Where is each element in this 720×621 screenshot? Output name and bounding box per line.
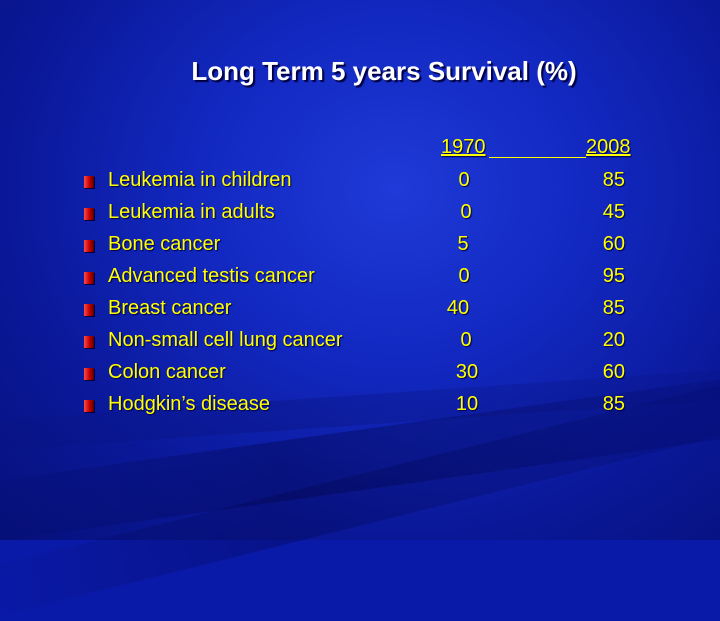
value-1970: 0 (458, 265, 470, 287)
slide-title: Long Term 5 years Survival (%) (191, 56, 577, 86)
value-2008: 95 (602, 265, 625, 287)
row-label: Advanced testis cancer (108, 265, 315, 287)
value-2008: 85 (602, 297, 625, 319)
square-bullet-icon (84, 400, 94, 412)
value-1970: 0 (458, 169, 470, 191)
square-bullet-icon (84, 368, 94, 380)
table-row: Leukemia in adults 0 45 (0, 200, 720, 232)
value-2008: 20 (602, 329, 625, 351)
row-label: Hodgkin’s disease (108, 393, 270, 415)
value-1970: 30 (455, 361, 479, 383)
table-row: Non-small cell lung cancer 0 20 (0, 328, 720, 360)
value-1970: 40 (446, 297, 470, 319)
value-2008: 85 (602, 393, 625, 415)
row-label: Leukemia in children (108, 169, 292, 191)
value-1970: 0 (460, 201, 472, 223)
row-label: Leukemia in adults (108, 201, 275, 223)
value-1970: 10 (455, 393, 479, 415)
value-2008: 60 (602, 361, 625, 383)
value-1970: 0 (460, 329, 472, 351)
value-2008: 60 (602, 233, 625, 255)
header-underline (489, 157, 586, 158)
table-row: Bone cancer 5 60 (0, 232, 720, 264)
table-row: Advanced testis cancer 0 95 (0, 264, 720, 296)
value-2008: 45 (602, 201, 625, 223)
square-bullet-icon (84, 304, 94, 316)
value-1970: 5 (457, 233, 469, 255)
column-header-2008: 2008 (586, 136, 631, 158)
row-label: Colon cancer (108, 361, 226, 383)
table-row: Breast cancer 40 85 (0, 296, 720, 328)
square-bullet-icon (84, 208, 94, 220)
row-label: Non-small cell lung cancer (108, 329, 343, 351)
square-bullet-icon (84, 240, 94, 252)
value-2008: 85 (602, 169, 625, 191)
table-row: Hodgkin’s disease 10 85 (0, 392, 720, 424)
row-label: Breast cancer (108, 297, 232, 319)
square-bullet-icon (84, 272, 94, 284)
square-bullet-icon (84, 336, 94, 348)
table-row: Leukemia in children 0 85 (0, 168, 720, 200)
row-label: Bone cancer (108, 233, 221, 255)
table-row: Colon cancer 30 60 (0, 360, 720, 392)
column-header-1970: 1970 (441, 136, 486, 158)
square-bullet-icon (84, 176, 94, 188)
